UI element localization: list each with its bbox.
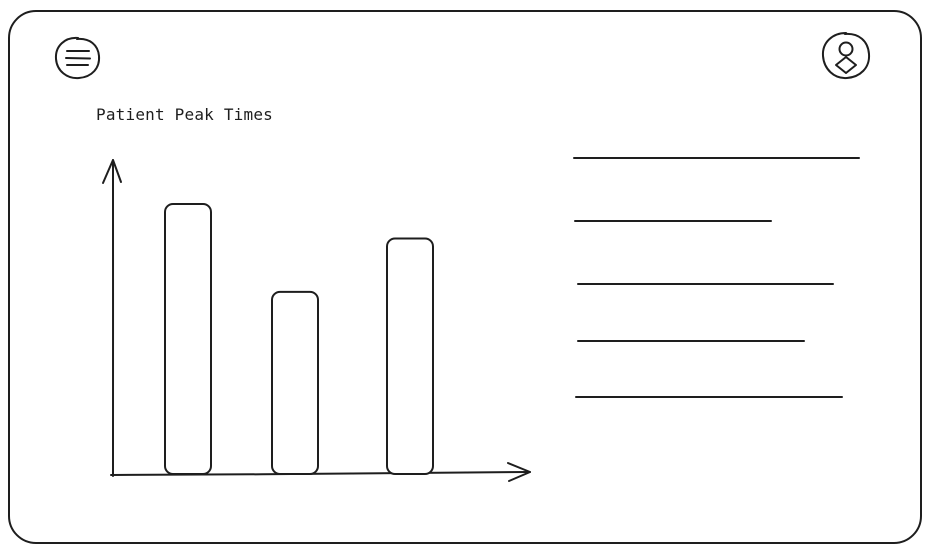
placeholder-line-5 <box>575 396 843 398</box>
placeholder-line-4 <box>577 340 805 342</box>
user-profile-icon <box>821 32 871 80</box>
placeholder-line-3 <box>577 283 834 285</box>
app-frame <box>8 10 922 544</box>
bar-2 <box>271 290 319 475</box>
placeholder-line-1 <box>573 157 860 159</box>
bar-3 <box>386 237 434 475</box>
profile-button[interactable] <box>819 30 873 82</box>
bar-1 <box>164 202 212 476</box>
hamburger-menu-icon <box>54 36 101 80</box>
chart-title: Patient Peak Times <box>96 105 273 124</box>
placeholder-line-2 <box>574 220 772 222</box>
menu-button[interactable] <box>52 34 104 82</box>
